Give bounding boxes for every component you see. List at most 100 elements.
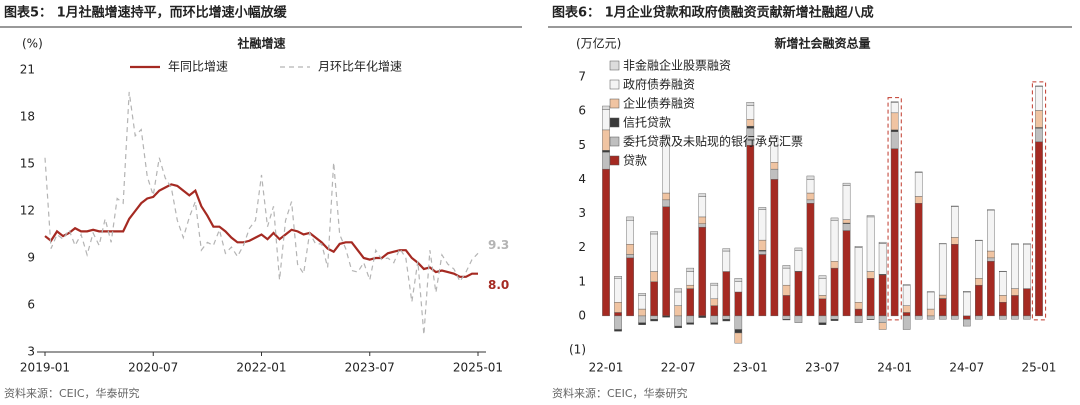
bar-segment xyxy=(770,168,779,180)
y-tick-label: 18 xyxy=(20,110,35,124)
bar-segment xyxy=(963,291,971,293)
bar-segment xyxy=(830,315,839,320)
source: 资料来源：CEIC，华泰研究 xyxy=(4,386,140,400)
y-tick-label: 12 xyxy=(20,204,35,218)
bar-segment xyxy=(602,151,610,170)
unit-label: (%) xyxy=(22,37,43,51)
bar-segment xyxy=(926,291,935,310)
bar-segment xyxy=(842,185,851,220)
bar-segment xyxy=(890,101,899,103)
bar-segment xyxy=(975,315,983,320)
bar-segment xyxy=(782,295,791,317)
bar-segment xyxy=(866,278,875,317)
bar-segment xyxy=(806,199,815,204)
x-tick-label: 2023-07 xyxy=(345,361,395,375)
bar-segment xyxy=(674,291,682,306)
bar-segment xyxy=(782,319,791,321)
bar-segment xyxy=(626,254,634,259)
bar-segment xyxy=(626,257,634,317)
legend-swatch xyxy=(609,98,620,109)
bar-segment xyxy=(614,276,622,279)
bar-segment xyxy=(698,226,707,317)
bar-segment xyxy=(914,171,923,173)
y-tick-label: 21 xyxy=(20,63,35,77)
bar-segment xyxy=(842,219,851,224)
bar-segment xyxy=(710,282,719,286)
bar-segment xyxy=(734,281,743,293)
bar-segment xyxy=(698,196,707,218)
bar-segment xyxy=(902,284,911,286)
bar-segment xyxy=(614,315,622,330)
bar-segment xyxy=(650,319,658,322)
bar-segment xyxy=(710,298,719,306)
y-tick-label: 9 xyxy=(27,251,35,265)
bar-segment xyxy=(854,302,863,310)
bar-segment xyxy=(854,246,863,248)
bar-segment xyxy=(794,315,803,323)
bar-segment xyxy=(638,295,646,310)
bar-segment xyxy=(794,250,803,272)
bar-segment xyxy=(746,105,755,120)
legend-label: 月环比年化增速 xyxy=(318,60,402,74)
bar-segment xyxy=(950,244,959,317)
bar-segment xyxy=(1023,244,1031,289)
bar-segment xyxy=(902,315,911,330)
bar-segment xyxy=(866,216,875,272)
bar-segment xyxy=(818,295,827,300)
bar-segment xyxy=(638,293,646,296)
bar-segment xyxy=(842,182,851,186)
bar-segment xyxy=(914,172,923,197)
bar-segment xyxy=(674,288,682,293)
bar-segment xyxy=(782,284,791,296)
bar-segment xyxy=(818,298,827,317)
legend-label: 年同比增速 xyxy=(168,60,228,74)
bar-segment xyxy=(890,129,899,132)
x-tick-label: 24-07 xyxy=(949,361,984,375)
bar-segment xyxy=(890,148,899,317)
bar-segment xyxy=(806,179,815,194)
bar-segment xyxy=(758,207,767,210)
x-tick-label: 2022-01 xyxy=(236,361,286,375)
x-tick-label: 22-01 xyxy=(589,361,624,375)
bar-segment xyxy=(674,315,682,327)
highlight-box xyxy=(887,97,902,321)
bar-segment xyxy=(999,315,1007,320)
bar-segment xyxy=(1035,127,1043,143)
bar-segment xyxy=(878,322,887,330)
bar-segment xyxy=(770,162,779,170)
legend-swatch xyxy=(609,155,620,166)
bar-segment xyxy=(842,223,851,231)
bar-segment xyxy=(854,247,863,303)
bar-segment xyxy=(686,284,695,289)
bar-segment xyxy=(650,233,658,272)
bar-segment xyxy=(626,216,634,221)
bar-segment xyxy=(722,315,731,320)
bar-segment xyxy=(818,315,827,323)
chart-title: 社融增速 xyxy=(236,36,285,51)
bar-segment xyxy=(698,315,707,318)
bar-segment xyxy=(975,284,983,317)
bar-segment xyxy=(818,275,827,279)
bar-segment xyxy=(782,267,791,286)
bar-segment xyxy=(1035,141,1043,317)
bar-segment xyxy=(626,220,634,245)
bar-segment xyxy=(710,284,719,300)
bar-segment xyxy=(650,231,658,235)
bar-segment xyxy=(602,168,610,317)
bar-segment xyxy=(710,305,719,317)
bar-segment xyxy=(914,196,923,204)
bar-segment xyxy=(734,332,743,344)
bar-segment xyxy=(758,254,767,317)
legend-label: 委托贷款及未贴现的银行承兑汇票 xyxy=(623,134,803,149)
bar-segment xyxy=(638,308,646,317)
x-tick-label: 2020-07 xyxy=(128,361,178,375)
y-tick-label: 3 xyxy=(27,345,35,359)
end-label: 8.0 xyxy=(488,278,509,292)
bar-segment xyxy=(734,329,743,334)
bar-segment xyxy=(830,217,839,221)
bar-segment xyxy=(746,125,755,129)
bar-segment xyxy=(710,315,719,323)
legend-swatch xyxy=(609,117,620,128)
legend-label: 信托贷款 xyxy=(623,116,671,130)
